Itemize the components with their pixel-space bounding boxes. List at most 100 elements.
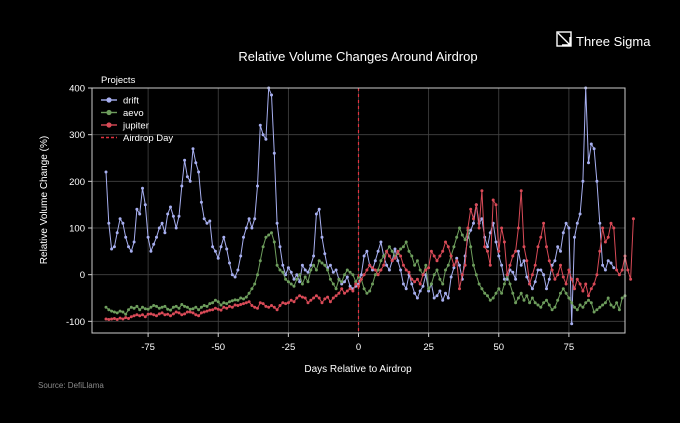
- data-point-aevo: [379, 259, 383, 263]
- data-point-jupiter: [584, 282, 588, 286]
- data-point-drift: [385, 263, 389, 267]
- data-point-drift: [410, 282, 414, 286]
- data-point-drift: [132, 240, 136, 244]
- data-point-drift: [272, 151, 276, 155]
- legend-marker-jupiter: [106, 122, 112, 128]
- data-point-aevo: [581, 305, 585, 309]
- data-point-jupiter: [401, 263, 405, 267]
- data-point-jupiter: [267, 305, 271, 309]
- data-point-aevo: [129, 305, 133, 309]
- x-tick-label: 0: [356, 342, 361, 353]
- data-point-jupiter: [331, 296, 335, 300]
- data-point-drift: [289, 270, 293, 274]
- data-point-drift: [606, 259, 610, 263]
- data-point-drift: [427, 289, 431, 293]
- data-point-aevo: [362, 287, 366, 291]
- data-point-aevo: [343, 273, 346, 277]
- data-point-aevo: [115, 311, 119, 315]
- data-point-aevo: [171, 305, 175, 309]
- data-point-aevo: [511, 291, 515, 295]
- data-point-jupiter: [143, 315, 147, 319]
- data-point-jupiter: [121, 317, 125, 321]
- axes: -75 -50 -25 0 25 50 75 -100 0 100 200 300 400: [66, 84, 574, 354]
- data-point-drift: [107, 221, 111, 225]
- data-point-aevo: [247, 291, 251, 295]
- data-point-drift: [519, 263, 523, 267]
- data-point-jupiter: [270, 304, 273, 307]
- data-point-jupiter: [589, 287, 593, 291]
- data-point-aevo: [390, 249, 394, 253]
- data-point-jupiter: [348, 287, 352, 291]
- data-point-jupiter: [387, 254, 391, 258]
- data-point-drift: [441, 298, 445, 302]
- data-point-aevo: [368, 289, 372, 293]
- data-point-drift: [320, 235, 324, 239]
- data-point-drift: [446, 296, 450, 300]
- data-point-jupiter: [107, 318, 111, 321]
- data-point-jupiter: [211, 308, 215, 312]
- data-point-aevo: [609, 303, 613, 307]
- data-point-drift: [418, 289, 422, 293]
- data-point-jupiter: [528, 282, 532, 286]
- data-point-aevo: [337, 277, 341, 281]
- data-point-jupiter: [446, 245, 450, 249]
- data-point-drift: [362, 254, 366, 258]
- data-point-aevo: [312, 263, 316, 267]
- data-point-drift: [202, 217, 206, 221]
- data-point-aevo: [564, 291, 568, 295]
- data-point-jupiter: [188, 310, 192, 314]
- data-point-jupiter: [511, 254, 515, 258]
- data-point-drift: [444, 291, 447, 295]
- data-point-aevo: [438, 277, 442, 281]
- data-point-drift: [323, 252, 327, 256]
- y-axis-label: Relative Volume Change (%): [39, 136, 50, 264]
- data-point-drift: [547, 277, 551, 281]
- data-point-drift: [258, 123, 262, 127]
- data-point-jupiter: [225, 306, 229, 310]
- brand: Three Sigma: [556, 31, 650, 52]
- data-point-jupiter: [609, 221, 613, 225]
- data-point-drift: [163, 231, 167, 235]
- data-point-aevo: [300, 282, 304, 286]
- data-point-aevo: [233, 298, 237, 302]
- data-point-aevo: [592, 310, 596, 314]
- data-point-aevo: [225, 302, 229, 306]
- data-point-jupiter: [508, 263, 512, 267]
- data-point-aevo: [373, 273, 377, 277]
- data-point-drift: [143, 203, 147, 207]
- data-point-jupiter: [242, 302, 245, 306]
- data-point-jupiter: [413, 280, 417, 284]
- data-point-drift: [603, 268, 607, 272]
- data-point-jupiter: [488, 263, 492, 267]
- data-point-aevo: [589, 301, 593, 305]
- data-point-drift: [573, 235, 576, 239]
- data-point-drift: [553, 259, 557, 263]
- data-point-drift: [415, 296, 419, 300]
- data-point-drift: [256, 184, 259, 188]
- data-point-jupiter: [219, 308, 223, 312]
- data-point-jupiter: [312, 296, 316, 300]
- data-point-jupiter: [480, 189, 484, 193]
- data-point-jupiter: [323, 297, 327, 301]
- data-point-aevo: [309, 268, 313, 272]
- data-point-aevo: [177, 306, 181, 310]
- data-point-jupiter: [365, 268, 369, 272]
- data-point-drift: [530, 287, 534, 291]
- legend-title: Projects: [101, 75, 136, 86]
- data-point-drift: [564, 221, 568, 225]
- data-point-drift: [533, 280, 537, 284]
- data-point-aevo: [528, 301, 532, 305]
- data-point-jupiter: [525, 259, 529, 263]
- data-point-jupiter: [519, 189, 523, 193]
- data-point-aevo: [219, 303, 223, 307]
- data-point-jupiter: [385, 249, 389, 253]
- data-point-drift: [516, 249, 520, 253]
- data-point-jupiter: [483, 245, 487, 249]
- data-point-aevo: [472, 263, 475, 267]
- data-point-aevo: [326, 268, 330, 272]
- data-point-jupiter: [435, 259, 439, 263]
- data-point-drift: [592, 147, 596, 151]
- data-point-aevo: [331, 282, 335, 286]
- data-point-aevo: [601, 303, 605, 307]
